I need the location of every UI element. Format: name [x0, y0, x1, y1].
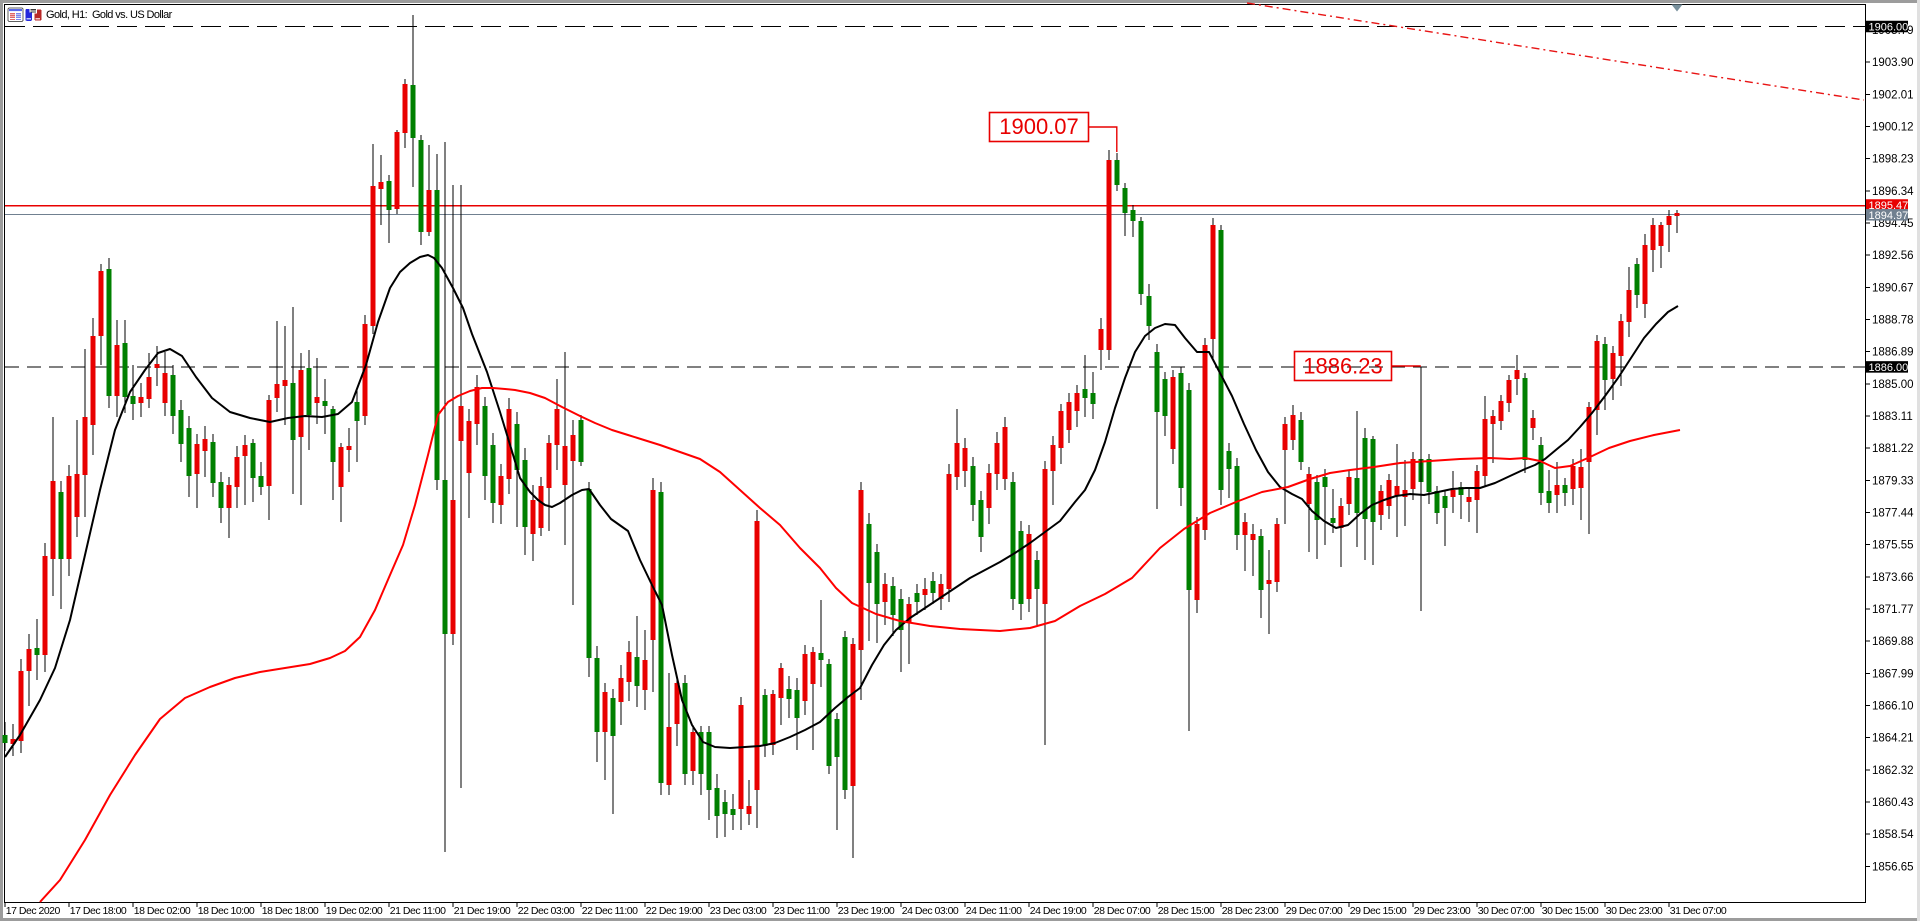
svg-text:1886.89: 1886.89 — [1872, 347, 1914, 359]
svg-text:21 Dec 19:00: 21 Dec 19:00 — [454, 905, 511, 917]
svg-text:17 Dec 2020: 17 Dec 2020 — [6, 905, 61, 917]
svg-text:1900.07: 1900.07 — [999, 114, 1079, 139]
svg-text:1886.23: 1886.23 — [1303, 354, 1383, 379]
svg-text:18 Dec 02:00: 18 Dec 02:00 — [134, 905, 191, 917]
svg-text:22 Dec 03:00: 22 Dec 03:00 — [518, 905, 575, 917]
svg-text:31 Dec 07:00: 31 Dec 07:00 — [1670, 905, 1727, 917]
svg-text:24 Dec 03:00: 24 Dec 03:00 — [902, 905, 959, 917]
svg-text:21 Dec 11:00: 21 Dec 11:00 — [390, 905, 446, 917]
svg-text:1864.21: 1864.21 — [1872, 733, 1914, 745]
svg-text:1883.11: 1883.11 — [1872, 411, 1913, 423]
svg-text:1860.43: 1860.43 — [1872, 797, 1914, 809]
svg-text:1896.34: 1896.34 — [1872, 186, 1914, 198]
svg-text:1869.88: 1869.88 — [1872, 636, 1914, 648]
svg-text:22 Dec 19:00: 22 Dec 19:00 — [646, 905, 703, 917]
svg-text:23 Dec 19:00: 23 Dec 19:00 — [838, 905, 895, 917]
svg-text:1894.45: 1894.45 — [1872, 218, 1914, 230]
svg-text:30 Dec 15:00: 30 Dec 15:00 — [1542, 905, 1599, 917]
svg-text:1885.00: 1885.00 — [1872, 379, 1914, 391]
svg-text:1890.67: 1890.67 — [1872, 282, 1914, 294]
svg-text:1873.66: 1873.66 — [1872, 572, 1914, 584]
svg-text:18 Dec 18:00: 18 Dec 18:00 — [262, 905, 319, 917]
svg-text:1888.78: 1888.78 — [1872, 315, 1914, 327]
svg-text:1875.55: 1875.55 — [1872, 540, 1914, 552]
svg-text:28 Dec 07:00: 28 Dec 07:00 — [1094, 905, 1151, 917]
svg-text:23 Dec 11:00: 23 Dec 11:00 — [774, 905, 830, 917]
svg-text:23 Dec 03:00: 23 Dec 03:00 — [710, 905, 767, 917]
svg-text:1862.32: 1862.32 — [1872, 765, 1914, 777]
svg-text:1879.33: 1879.33 — [1872, 475, 1914, 487]
svg-text:28 Dec 23:00: 28 Dec 23:00 — [1222, 905, 1279, 917]
svg-text:1892.56: 1892.56 — [1872, 250, 1914, 262]
svg-text:1902.01: 1902.01 — [1872, 89, 1914, 101]
svg-text:19 Dec 02:00: 19 Dec 02:00 — [326, 905, 383, 917]
svg-text:Gold, H1: Gold vs. US Dollar: Gold, H1: Gold vs. US Dollar — [46, 9, 173, 21]
svg-text:1900.12: 1900.12 — [1872, 122, 1914, 134]
svg-text:29 Dec 23:00: 29 Dec 23:00 — [1414, 905, 1471, 917]
svg-text:1871.77: 1871.77 — [1872, 604, 1914, 616]
svg-text:24 Dec 11:00: 24 Dec 11:00 — [966, 905, 1022, 917]
svg-text:30 Dec 07:00: 30 Dec 07:00 — [1478, 905, 1535, 917]
svg-text:1866.10: 1866.10 — [1872, 701, 1914, 713]
svg-text:29 Dec 07:00: 29 Dec 07:00 — [1286, 905, 1343, 917]
svg-text:24 Dec 19:00: 24 Dec 19:00 — [1030, 905, 1087, 917]
svg-text:1886.00: 1886.00 — [1869, 362, 1909, 374]
svg-text:1858.54: 1858.54 — [1872, 829, 1914, 841]
svg-text:28 Dec 15:00: 28 Dec 15:00 — [1158, 905, 1215, 917]
svg-text:1856.65: 1856.65 — [1872, 861, 1914, 873]
svg-text:1903.90: 1903.90 — [1872, 57, 1914, 69]
svg-text:29 Dec 15:00: 29 Dec 15:00 — [1350, 905, 1407, 917]
svg-text:1867.99: 1867.99 — [1872, 668, 1914, 680]
svg-text:30 Dec 23:00: 30 Dec 23:00 — [1606, 905, 1663, 917]
svg-text:1881.22: 1881.22 — [1872, 443, 1914, 455]
svg-text:1877.44: 1877.44 — [1872, 508, 1914, 520]
svg-text:18 Dec 10:00: 18 Dec 10:00 — [198, 905, 255, 917]
svg-text:22 Dec 11:00: 22 Dec 11:00 — [582, 905, 638, 917]
svg-text:1906.00: 1906.00 — [1869, 22, 1909, 34]
svg-text:1898.23: 1898.23 — [1872, 154, 1914, 166]
svg-text:17 Dec 18:00: 17 Dec 18:00 — [70, 905, 127, 917]
svg-text:1894.97: 1894.97 — [1869, 210, 1909, 222]
svg-text:1895.47: 1895.47 — [1869, 200, 1909, 212]
